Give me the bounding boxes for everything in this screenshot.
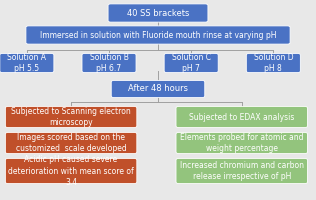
Text: Solution D
pH 8: Solution D pH 8 — [253, 53, 293, 73]
Text: Images scored based on the
customized  scale developed: Images scored based on the customized sc… — [16, 133, 126, 153]
Text: Immersed in solution with Fluoride mouth rinse at varying pH: Immersed in solution with Fluoride mouth… — [40, 30, 276, 40]
FancyBboxPatch shape — [176, 158, 307, 184]
FancyBboxPatch shape — [5, 158, 137, 184]
FancyBboxPatch shape — [82, 53, 136, 73]
Text: Solution C
pH 7: Solution C pH 7 — [172, 53, 211, 73]
Text: Increased chromium and carbon
release irrespective of pH: Increased chromium and carbon release ir… — [180, 161, 304, 181]
FancyBboxPatch shape — [246, 53, 300, 73]
Text: Subjected to Scanning electron
microscopy: Subjected to Scanning electron microscop… — [11, 107, 131, 127]
Text: Subjected to EDAX analysis: Subjected to EDAX analysis — [189, 112, 295, 121]
FancyBboxPatch shape — [176, 106, 307, 128]
FancyBboxPatch shape — [5, 132, 137, 154]
Text: After 48 hours: After 48 hours — [128, 84, 188, 93]
FancyBboxPatch shape — [5, 106, 137, 128]
FancyBboxPatch shape — [0, 53, 54, 73]
FancyBboxPatch shape — [111, 80, 205, 98]
Text: Solution B
pH 6.7: Solution B pH 6.7 — [89, 53, 129, 73]
FancyBboxPatch shape — [176, 132, 307, 154]
Text: Solution A
pH 5.5: Solution A pH 5.5 — [7, 53, 46, 73]
Text: Elements probed for atomic and
weight percentage: Elements probed for atomic and weight pe… — [180, 133, 303, 153]
Text: 40 SS brackets: 40 SS brackets — [127, 8, 189, 18]
Text: Acidic pH caused severe
deterioration with mean score of
3.4: Acidic pH caused severe deterioration wi… — [8, 155, 134, 187]
FancyBboxPatch shape — [164, 53, 218, 73]
FancyBboxPatch shape — [108, 4, 208, 22]
FancyBboxPatch shape — [26, 26, 290, 44]
